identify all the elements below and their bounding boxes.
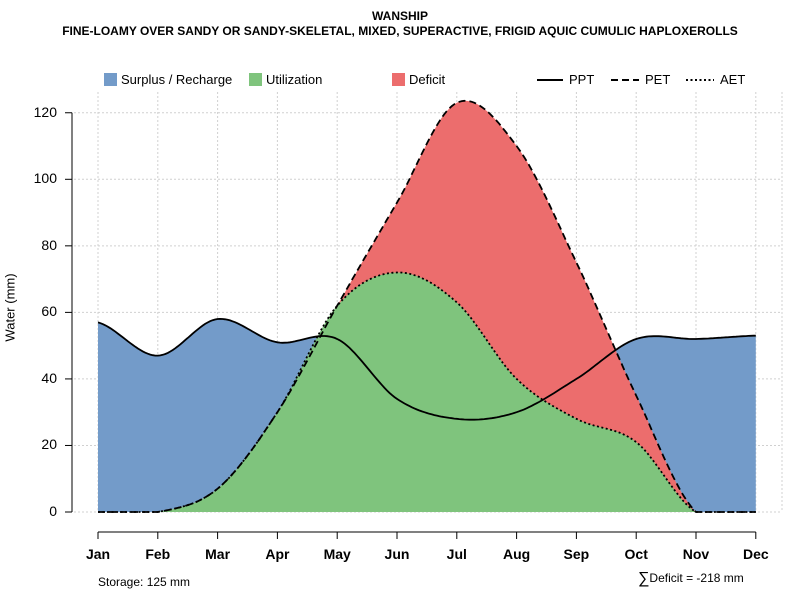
x-tick-label-jun: Jun xyxy=(384,546,410,562)
x-tick-label-may: May xyxy=(323,546,351,562)
y-axis-label: Water (mm) xyxy=(2,273,18,342)
y-tick-label: 100 xyxy=(33,170,57,187)
y-tick-label: 0 xyxy=(49,503,57,519)
legend-swatch-surplus xyxy=(104,73,117,87)
legend-pet: PET xyxy=(611,71,670,87)
legend-line-aet xyxy=(686,78,714,81)
x-tick-label-jan: Jan xyxy=(85,546,111,562)
x-tick-label-mar: Mar xyxy=(205,546,231,562)
legend-ppt: PPT xyxy=(537,71,594,87)
legend-swatch-utilization xyxy=(249,73,262,87)
legend-line-pet xyxy=(611,78,639,81)
deficit-annotation: ∑Deficit = -218 mm xyxy=(638,570,744,588)
legend-label-pet: PET xyxy=(645,72,671,88)
ppt-series-line xyxy=(97,317,756,421)
x-tick-label-apr: Apr xyxy=(265,546,290,562)
legend-label-ppt: PPT xyxy=(569,72,595,88)
legend-label-utilization: Utilization xyxy=(266,72,323,88)
legend-aet: AET xyxy=(686,71,745,87)
deficit-annotation-text: Deficit = -218 mm xyxy=(649,571,744,585)
legend-surplus: Surplus / Recharge xyxy=(104,71,232,87)
aet-series-line xyxy=(98,271,756,513)
y-tick-label: 60 xyxy=(41,303,57,320)
x-tick-label-dec: Dec xyxy=(742,546,769,562)
x-tick-label-jul: Jul xyxy=(446,546,467,562)
chart-subtitle: FINE-LOAMY OVER SANDY OR SANDY-SKELETAL,… xyxy=(62,24,738,38)
legend-deficit: Deficit xyxy=(392,71,445,87)
x-tick-label-oct: Oct xyxy=(624,546,648,562)
y-tick-label: 40 xyxy=(41,369,57,386)
x-tick-label-aug: Aug xyxy=(502,546,531,562)
y-tick-label: 80 xyxy=(41,236,57,253)
legend-label-aet: AET xyxy=(720,72,746,88)
x-tick-label-sep: Sep xyxy=(563,546,590,562)
legend-line-ppt xyxy=(537,78,563,81)
storage-annotation: Storage: 125 mm xyxy=(98,575,191,589)
legend-utilization: Utilization xyxy=(249,71,322,87)
sum-icon: ∑ xyxy=(638,570,650,587)
legend-swatch-deficit xyxy=(392,73,405,87)
x-tick-label-feb: Feb xyxy=(145,546,171,562)
utilization-area xyxy=(98,272,756,512)
legend-label-deficit: Deficit xyxy=(409,72,446,88)
y-tick-label: 120 xyxy=(33,103,57,120)
x-tick-label-nov: Nov xyxy=(682,546,710,562)
legend-label-surplus: Surplus / Recharge xyxy=(121,72,233,88)
y-tick-label: 20 xyxy=(41,436,57,453)
axes xyxy=(65,112,757,539)
chart-title: WANSHIP xyxy=(371,9,428,23)
